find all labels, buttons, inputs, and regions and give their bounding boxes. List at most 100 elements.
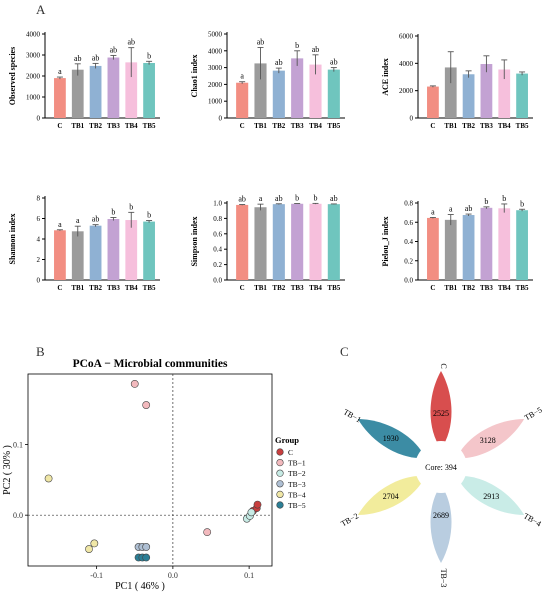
significance-letter: a (240, 72, 244, 81)
data-point (203, 528, 212, 537)
x-tick-label: TB1 (444, 122, 457, 130)
x-tick-label: TB1 (71, 122, 84, 130)
y-tick-label: 0.0 (13, 511, 23, 520)
pcoa-scatter: PCoA − Microbial communities -0.1 0.0 0.1 0.… (2, 358, 306, 592)
petal (456, 419, 525, 459)
bar-tb1 (71, 69, 84, 118)
petal-value: 2525 (433, 409, 449, 418)
data-point (247, 508, 256, 517)
bar-tb4 (309, 64, 322, 118)
y-tick-label: 5000 (208, 31, 223, 39)
flower-diagram: Core: 394 2525 C 3128 TB−5 2913 TB−4 2689 TB−3 27… (339, 363, 543, 587)
y-axis-label: Simpson index (190, 216, 199, 266)
petal (357, 475, 426, 515)
petal-label: TB−4 (522, 511, 543, 528)
petal (430, 371, 452, 449)
data-point (142, 543, 151, 551)
core-label: Core: 394 (425, 463, 457, 472)
x-tick-label: TB4 (498, 122, 511, 130)
significance-letter: ab (74, 54, 82, 63)
significance-letter: b (147, 211, 151, 220)
petal-label: TB−3 (439, 569, 448, 588)
x-tick-label: C (240, 122, 245, 130)
legend-marker (276, 480, 284, 488)
y-tick-label: 2000 (399, 87, 414, 95)
bar-c (54, 230, 66, 280)
x-tick-label: TB5 (327, 122, 340, 130)
petal (430, 485, 452, 563)
x-tick-label: TB4 (309, 284, 322, 292)
significance-letter: b (295, 41, 299, 50)
y-tick-label: 2000 (208, 81, 223, 89)
significance-letter: ab (110, 45, 118, 54)
data-point (90, 539, 99, 548)
y-tick-label: 4 (37, 236, 41, 244)
x-tick-label: TB5 (327, 284, 340, 292)
legend-title: Group (275, 435, 299, 445)
significance-letter: ab (257, 37, 265, 46)
bar-c (54, 78, 66, 118)
y-tick-label: 6000 (399, 33, 414, 41)
bar-chart-6: 0.0 0.2 0.4 0.6 0.8 Pielou_J index a Ca TB1 ab TB2… (381, 194, 533, 292)
bar-tb2 (89, 225, 102, 280)
x-tick-label: C (57, 122, 62, 130)
bar-tb3 (107, 57, 120, 118)
significance-letter: ab (330, 194, 338, 203)
data-point (142, 553, 151, 562)
x-tick-label: TB4 (498, 284, 511, 292)
bar-c (427, 86, 439, 118)
x-tick-label: TB2 (462, 122, 475, 130)
significance-letter: b (111, 207, 115, 216)
legend-marker (276, 490, 284, 499)
bar-tb1 (444, 219, 457, 280)
petal-value: 2913 (483, 492, 499, 501)
legend-label: TB−2 (288, 469, 306, 478)
petal-value: 1930 (383, 434, 399, 443)
bar-tb4 (498, 208, 511, 280)
bar-chart-1: 0 1000 2000 3000 4000 Observed species a Cab TB1… (8, 31, 160, 130)
bar-tb3 (107, 219, 120, 280)
petal (456, 475, 525, 515)
x-tick-label: 0.1 (244, 571, 254, 580)
bar-chart-3: 0 2000 4000 6000 ACE index C TB1 TB2 TB3 TB4 TB5 (381, 33, 533, 130)
x-tick-label: TB1 (254, 122, 267, 130)
petal-value: 2689 (433, 511, 449, 520)
significance-letter: a (58, 67, 62, 76)
bar-tb1 (254, 63, 267, 118)
bar-tb3 (291, 58, 304, 118)
data-point (44, 474, 53, 483)
y-tick-label: 0.1 (13, 441, 23, 450)
legend-label: TB−3 (288, 480, 306, 489)
legend: Group C TB−1TB−2 TB−3TB−4 TB−5 (275, 435, 306, 510)
significance-letter: a (259, 194, 263, 203)
bar-tb5 (327, 69, 340, 118)
x-tick-label: 0.0 (168, 571, 178, 580)
y-axis-label: ACE index (381, 58, 390, 96)
panel-label-a: A (36, 2, 46, 17)
y-tick-label: 2 (37, 256, 41, 264)
y-tick-label: 0 (219, 115, 223, 123)
x-tick-label: TB3 (107, 284, 120, 292)
y-tick-label: 0.4 (404, 238, 413, 246)
x-tick-label: TB4 (125, 284, 138, 292)
data-point (142, 401, 151, 409)
bar-tb2 (272, 204, 285, 280)
significance-letter: b (484, 197, 488, 206)
petal-label: TB−5 (523, 405, 544, 422)
x-tick-label: TB2 (462, 284, 475, 292)
significance-letter: ab (275, 194, 283, 203)
y-tick-label: 0.0 (213, 277, 222, 285)
core-circle (415, 441, 467, 493)
bar-c (427, 217, 439, 280)
y-tick-label: 1.0 (213, 200, 222, 208)
significance-letter: ab (238, 195, 246, 204)
x-tick-label: C (240, 284, 245, 292)
significance-letter: b (502, 194, 506, 203)
significance-letter: a (76, 216, 80, 225)
bar-tb2 (462, 74, 475, 118)
significance-letter: a (449, 205, 453, 214)
significance-letter: ab (92, 53, 100, 62)
x-tick-label: TB4 (125, 122, 138, 130)
y-tick-label: 0 (37, 115, 41, 123)
significance-letter: b (314, 193, 318, 202)
